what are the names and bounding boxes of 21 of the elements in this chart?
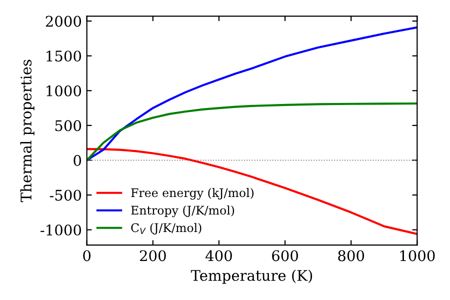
x-tick-label: 800 (338, 250, 364, 262)
x-tick-label: 0 (83, 250, 91, 262)
x-axis-title: Temperature (K) (190, 270, 312, 284)
y-tick-label: -1000 (40, 224, 82, 236)
y-tick-label: 0 (74, 154, 82, 166)
legend-label: Entropy (J/K/mol) (131, 206, 234, 218)
y-tick-label: 2000 (46, 16, 82, 27)
x-tick-label: 400 (206, 250, 232, 262)
y-tick-label: -500 (50, 190, 82, 201)
legend-label: C$_{V}$ (J/K/mol) (131, 223, 202, 234)
line-series (86, 148, 418, 236)
line-series (86, 102, 418, 162)
y-tick-label: 1500 (46, 50, 82, 62)
legend-label: Free energy (kJ/mol) (131, 188, 254, 200)
y-tick-label: 500 (55, 120, 82, 132)
x-tick-label: 200 (140, 250, 166, 262)
x-tick-label: 600 (272, 250, 298, 262)
x-tick-label: 1000 (400, 250, 435, 262)
y-tick-label: 1000 (46, 85, 82, 96)
line-series (86, 26, 418, 162)
y-axis-title: Thermal properties (20, 60, 34, 202)
